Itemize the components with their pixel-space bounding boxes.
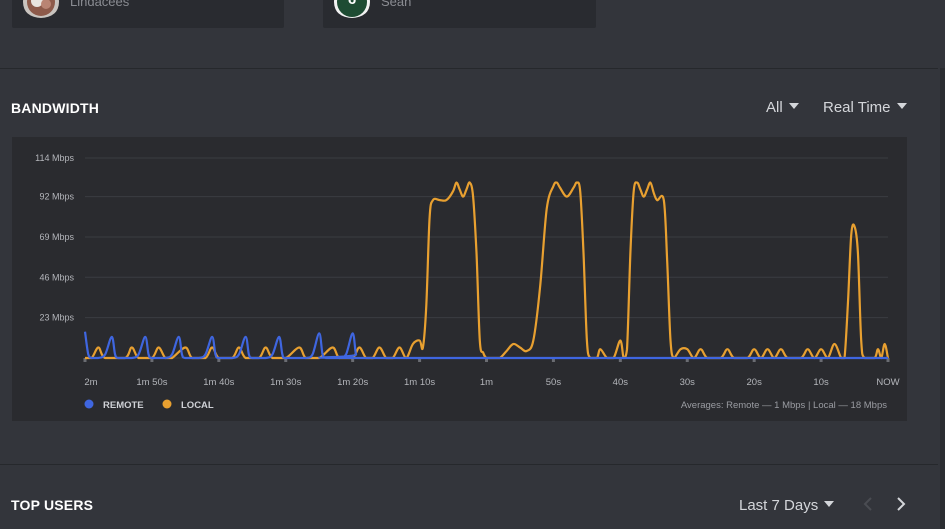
series-line-remote: [83, 331, 888, 360]
avatar: [22, 0, 60, 18]
x-tick-label: 1m 40s: [203, 377, 234, 388]
x-tick-label: 10s: [813, 377, 829, 388]
x-tick-label: 50s: [546, 377, 562, 388]
user-card-1[interactable]: Lindacees: [12, 0, 284, 28]
x-tick-mark: [217, 358, 221, 362]
top-users-title: TOP USERS: [11, 497, 94, 513]
filter-dropdown-label: All: [766, 99, 783, 116]
legend-remote-label: REMOTE: [103, 400, 144, 411]
x-tick-label: 40s: [613, 377, 629, 388]
x-tick-label: NOW: [876, 377, 899, 388]
range-dropdown[interactable]: Real Time: [823, 99, 907, 116]
x-tick-mark: [351, 358, 355, 362]
x-tick-mark: [886, 358, 890, 362]
x-tick-mark: [618, 358, 622, 362]
x-tick-mark: [551, 358, 555, 362]
x-tick-label: 1m 10s: [404, 377, 435, 388]
bandwidth-title: BANDWIDTH: [11, 100, 100, 116]
x-tick-mark: [485, 358, 488, 362]
legend-local-label: LOCAL: [181, 400, 214, 411]
series-line-local: [85, 181, 890, 360]
legend-remote-dot: [84, 399, 94, 409]
x-tick-label: 1m 30s: [270, 377, 301, 388]
x-tick-label: 2m: [84, 377, 97, 388]
x-tick-mark: [150, 358, 154, 362]
chart-averages: Averages: Remote — 1 Mbps | Local — 18 M…: [681, 400, 887, 411]
y-tick-label: 46 Mbps: [39, 272, 74, 282]
x-tick-label: 1m 50s: [136, 377, 167, 388]
filter-dropdown[interactable]: All: [766, 99, 799, 116]
x-tick-label: 1m: [480, 377, 493, 388]
section-divider: [0, 464, 938, 465]
x-tick-label: 20s: [747, 377, 763, 388]
user-name: Sean: [381, 0, 412, 9]
x-tick-mark: [819, 358, 823, 362]
x-tick-mark: [284, 358, 288, 362]
section-divider: [0, 68, 938, 69]
x-tick-label: 1m 20s: [337, 377, 368, 388]
chevron-left-icon: [863, 497, 872, 511]
user-card-2[interactable]: 6 Sean: [323, 0, 596, 28]
x-tick-mark: [685, 358, 689, 362]
bandwidth-chart-panel: 114 Mbps 92 Mbps 69 Mbps 46 Mbps 23 Mbps 2m 1…: [12, 137, 907, 421]
x-tick-mark: [83, 358, 87, 362]
top-users-range-dropdown[interactable]: Last 7 Days: [739, 497, 835, 514]
x-tick-label: 30s: [680, 377, 696, 388]
y-tick-label: 92 Mbps: [39, 192, 74, 202]
x-tick-mark: [418, 358, 422, 362]
scroll-gutter: [940, 68, 945, 529]
next-button[interactable]: [895, 496, 907, 517]
avatar-digit: 6: [348, 0, 356, 8]
y-tick-label: 23 Mbps: [39, 313, 74, 323]
y-tick-label: 69 Mbps: [39, 232, 74, 242]
previous-button[interactable]: [862, 496, 874, 517]
y-tick-label: 114 Mbps: [35, 153, 74, 163]
x-tick-mark: [752, 358, 756, 362]
chevron-right-icon: [897, 497, 906, 511]
avatar: 6: [333, 0, 371, 18]
caret-down-icon: [896, 103, 907, 110]
caret-down-icon: [788, 103, 799, 110]
legend-local-dot: [162, 399, 172, 409]
top-users-range-label: Last 7 Days: [739, 497, 819, 514]
user-name: Lindacees: [70, 0, 130, 9]
bandwidth-chart: 114 Mbps 92 Mbps 69 Mbps 46 Mbps 23 Mbps 2m 1…: [35, 153, 900, 411]
range-dropdown-label: Real Time: [823, 99, 891, 116]
caret-down-icon: [824, 501, 835, 508]
